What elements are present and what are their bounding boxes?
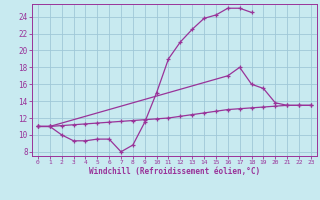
X-axis label: Windchill (Refroidissement éolien,°C): Windchill (Refroidissement éolien,°C) bbox=[89, 167, 260, 176]
